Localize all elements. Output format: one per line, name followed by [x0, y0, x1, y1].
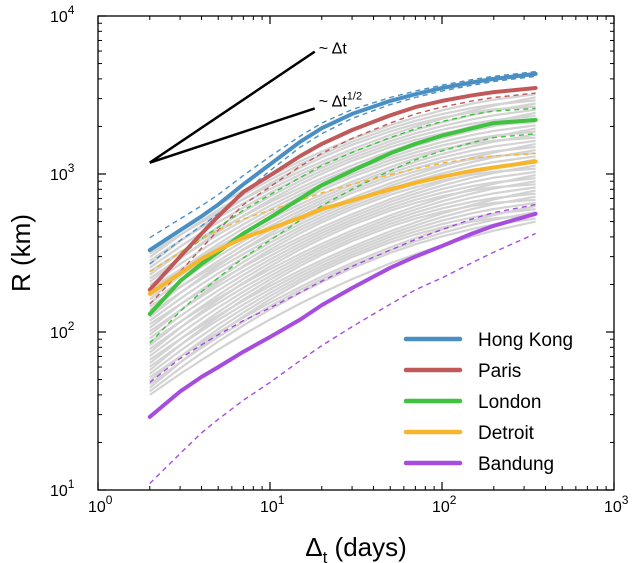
background-curve [149, 192, 536, 364]
background-curve [149, 208, 536, 382]
scaling-guide-line [149, 50, 316, 164]
background-curve [149, 149, 536, 315]
background-curve [149, 186, 536, 357]
series-line-paris [147, 86, 538, 292]
axes: 100 101 102 103 101 102 103 104 [50, 3, 629, 516]
dashed-bound-lower [149, 232, 536, 484]
legend-label: London [478, 392, 541, 413]
y-tick-label: 102 [50, 319, 75, 342]
y-axis-label: R (km) [6, 214, 36, 292]
background-curve [149, 99, 536, 258]
background-curve [149, 201, 536, 375]
background-curve [149, 96, 536, 255]
scaling-guide-label: ~ Δt1/2 [319, 90, 362, 110]
background-curve [149, 211, 536, 386]
background-curve [149, 145, 536, 311]
background-curve [149, 195, 536, 368]
plot-frame [97, 15, 615, 491]
x-axis-label: Δt (days) [305, 532, 407, 563]
background-curve [149, 180, 536, 350]
background-curve [149, 164, 536, 333]
background-curve [149, 217, 536, 393]
city-curves [147, 71, 538, 419]
background-curve [149, 189, 536, 361]
background-curve [149, 204, 536, 379]
scaling-guides: ~ Δt ~ Δt1/2 [149, 41, 362, 164]
series-line-bandung [147, 211, 538, 419]
background-curve [149, 158, 536, 326]
dashed-bound-upper [149, 152, 536, 273]
background-curve [149, 127, 536, 290]
dashed-bound-upper [149, 70, 536, 239]
x-tick-label: 103 [604, 493, 629, 516]
legend-label: Bandung [478, 454, 554, 475]
scaling-guide-label: ~ Δt [319, 41, 348, 58]
series-line-london [147, 117, 538, 316]
background-curve [149, 114, 536, 276]
background-curve [149, 170, 536, 340]
series-line-hong-kong [147, 71, 538, 253]
dashed-bound-upper [149, 107, 536, 289]
dashed-bound-curves [149, 70, 536, 484]
background-curve [149, 177, 536, 347]
x-tick-label: 100 [88, 493, 113, 516]
legend: Hong Kong Paris London Detroit Bandung [403, 330, 573, 475]
background-curve [149, 139, 536, 304]
scaling-guide-line [149, 107, 316, 164]
background-curve [149, 155, 536, 322]
y-tick-label: 103 [50, 161, 75, 184]
legend-label: Detroit [478, 423, 535, 444]
background-curve [149, 173, 536, 343]
x-tick-label: 102 [432, 493, 457, 516]
dashed-bound-lower [149, 75, 536, 265]
legend-label: Hong Kong [478, 330, 573, 351]
series-line-detroit [147, 159, 538, 296]
y-tick-label: 101 [50, 477, 75, 500]
legend-label: Paris [478, 361, 521, 382]
y-tick-label: 104 [50, 3, 75, 26]
x-tick-label: 101 [260, 493, 285, 516]
dashed-bound-upper [149, 203, 536, 383]
dashed-bound-lower [149, 92, 536, 305]
